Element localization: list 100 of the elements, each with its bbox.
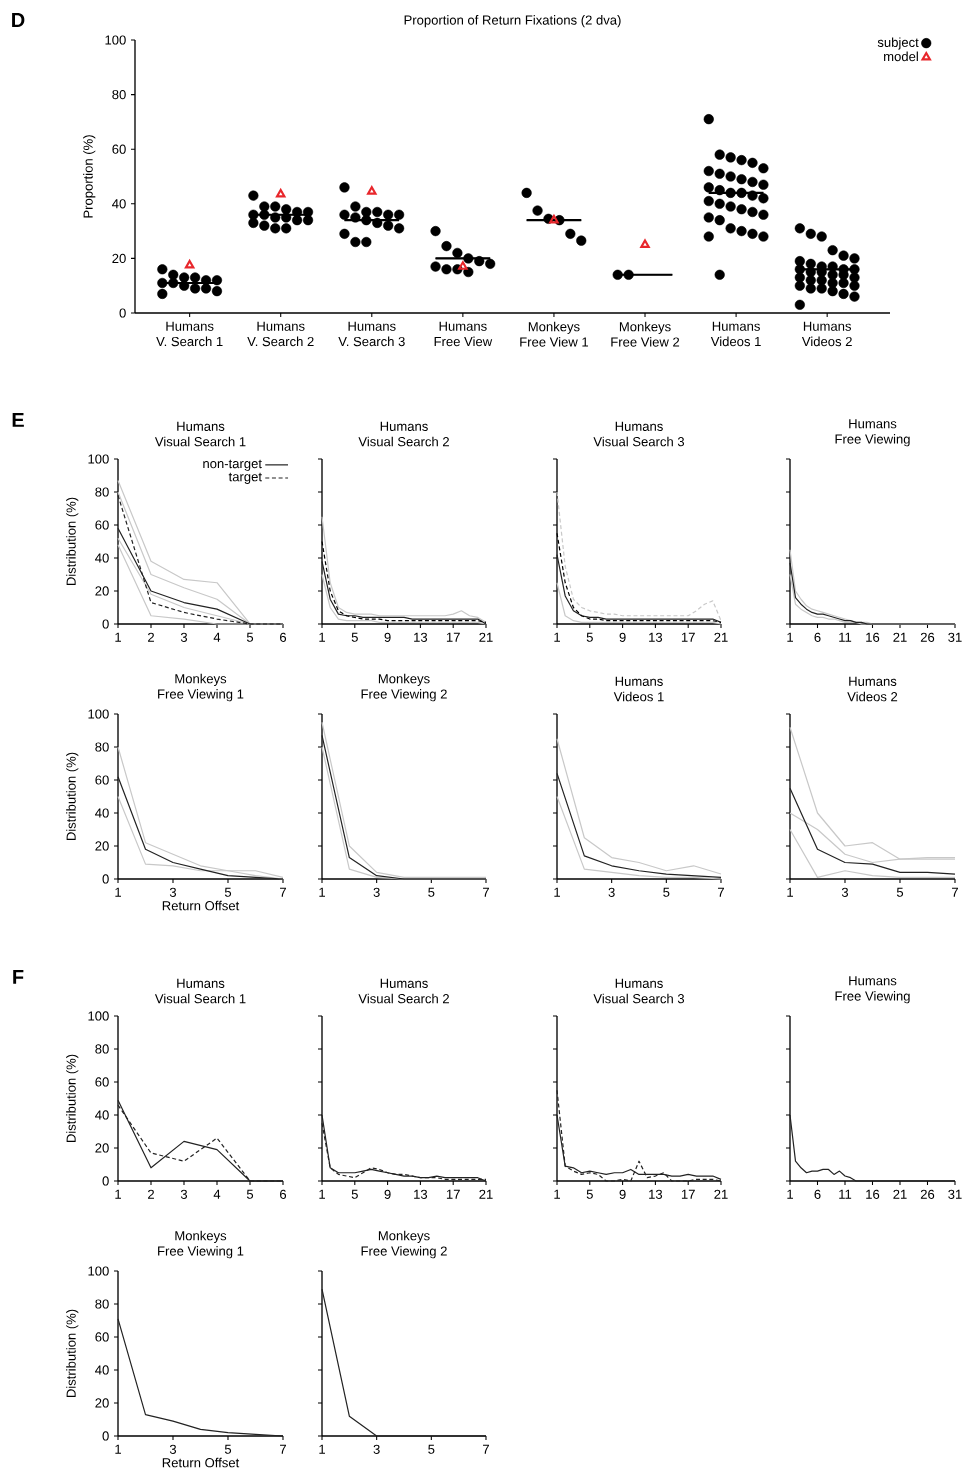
x-tick-label: 7 — [952, 887, 958, 897]
x-tick-label: Humans Free View — [434, 321, 493, 347]
y-tick-label: 60 — [95, 1077, 109, 1087]
x-tick-label: 1 — [554, 1189, 560, 1199]
x-tick-label: 4 — [213, 1189, 221, 1199]
y-tick-label: 40 — [112, 199, 126, 209]
x-tick-label: 6 — [280, 1189, 287, 1199]
x-tick-label: 5 — [428, 887, 435, 897]
y-tick-label: 40 — [95, 1110, 109, 1120]
chart-title: Humans Visual Search 1 — [154, 421, 246, 447]
x-tick-label: 3 — [373, 1444, 380, 1454]
y-tick-label: 0 — [102, 619, 109, 629]
x-tick-label: 1 — [319, 887, 325, 897]
x-axis-title: Return Offset — [162, 1457, 240, 1468]
y-tick-label: 80 — [95, 742, 109, 752]
chart-title: Monkeys Free Viewing 1 — [158, 673, 244, 702]
x-tick-label: 1 — [115, 1189, 121, 1199]
y-tick-label: 60 — [112, 144, 126, 154]
y-axis-title: Distribution (%) — [66, 752, 79, 841]
x-tick-label: 7 — [483, 887, 489, 897]
x-tick-label: 9 — [384, 1189, 391, 1199]
x-tick-label: 17 — [446, 632, 460, 642]
x-tick-label: 21 — [479, 632, 493, 642]
x-tick-label: 5 — [428, 1444, 435, 1454]
y-tick-label: 20 — [95, 1398, 109, 1408]
x-tick-label: 1 — [115, 887, 121, 897]
y-tick-label: 80 — [95, 487, 109, 497]
x-tick-label: 5 — [224, 1444, 232, 1454]
y-axis-title: Distribution (%) — [66, 1054, 79, 1143]
y-tick-label: 80 — [95, 1044, 109, 1054]
y-tick-label: 0 — [102, 1431, 109, 1441]
y-tick-label: 40 — [95, 553, 109, 563]
x-tick-label: 7 — [718, 887, 724, 897]
x-tick-label: 3 — [841, 887, 849, 897]
chart-title: Humans Visual Search 3 — [593, 421, 685, 447]
x-tick-label: 13 — [649, 1189, 663, 1199]
chart-title: Humans Visual Search 2 — [358, 421, 449, 447]
chart-title: Monkeys Free Viewing 1 — [158, 1230, 244, 1259]
x-tick-label: 9 — [384, 632, 391, 642]
x-tick-label: 1 — [115, 632, 121, 642]
x-tick-label: 13 — [414, 1189, 428, 1199]
x-tick-label: 13 — [649, 632, 663, 642]
x-tick-label: 3 — [180, 1189, 188, 1199]
x-tick-label: 6 — [814, 632, 821, 642]
y-tick-label: 100 — [105, 35, 126, 45]
x-tick-label: 1 — [319, 1444, 325, 1454]
chart-title: Humans Free Viewing — [835, 976, 910, 1004]
x-tick-label: 7 — [280, 887, 286, 897]
chart-title: Humans Videos 1 — [613, 676, 664, 702]
x-tick-label: 1 — [319, 1189, 325, 1199]
x-tick-label: 5 — [586, 1189, 593, 1199]
y-tick-label: 20 — [95, 1143, 109, 1153]
y-tick-label: 60 — [95, 1332, 109, 1342]
x-tick-label: 6 — [814, 1189, 821, 1199]
x-tick-label: 5 — [896, 887, 904, 897]
y-tick-label: 0 — [102, 1176, 109, 1186]
x-tick-label: 16 — [866, 632, 880, 642]
legend-label: target — [228, 472, 262, 484]
x-tick-label: 5 — [246, 1189, 254, 1199]
x-tick-label: 1 — [554, 632, 560, 642]
x-tick-label: 31 — [948, 632, 962, 642]
x-tick-label: 5 — [246, 632, 254, 642]
x-tick-label: 5 — [351, 1189, 358, 1199]
x-tick-label: 6 — [280, 632, 287, 642]
y-tick-label: 60 — [95, 520, 109, 530]
chart-title: Humans Visual Search 1 — [154, 978, 246, 1004]
y-tick-label: 40 — [95, 1365, 109, 1375]
x-tick-label: 5 — [224, 887, 232, 897]
y-tick-label: 100 — [88, 1266, 109, 1276]
x-tick-label: 3 — [169, 887, 177, 897]
legend-label: model — [884, 51, 918, 62]
x-tick-label: 13 — [414, 632, 428, 642]
x-tick-label: Humans Videos 1 — [710, 321, 761, 347]
text: D — [12, 13, 25, 27]
x-tick-label: 17 — [681, 1189, 695, 1199]
x-tick-label: 1 — [115, 1444, 121, 1454]
x-axis-title: Return Offset — [162, 900, 240, 911]
legend-label: subject — [877, 37, 919, 50]
y-tick-label: 0 — [119, 308, 126, 318]
x-tick-label: 26 — [920, 632, 935, 642]
x-tick-label: 1 — [787, 632, 793, 642]
y-axis-title: Proportion (%) — [83, 135, 96, 218]
y-tick-label: 20 — [95, 586, 109, 596]
chart-title: Humans Free Viewing — [835, 419, 910, 447]
x-tick-label: 11 — [839, 1189, 852, 1199]
chart-title: Monkeys Free Viewing 2 — [361, 673, 447, 702]
x-tick-label: Humans V. Search 1 — [156, 321, 223, 347]
chart-title: Humans Visual Search 2 — [358, 978, 449, 1004]
x-tick-label: 7 — [483, 1444, 489, 1454]
chart-title: Monkeys Free Viewing 2 — [361, 1230, 447, 1259]
x-tick-label: 3 — [608, 887, 615, 897]
chart-title: Humans Videos 2 — [847, 676, 898, 702]
x-tick-label: 1 — [787, 1189, 793, 1199]
x-tick-label: Humans V. Search 2 — [247, 321, 314, 347]
x-tick-label: 4 — [213, 632, 221, 642]
x-tick-label: 2 — [148, 1189, 154, 1199]
chart-title: Humans Visual Search 3 — [593, 978, 685, 1004]
text: F — [13, 970, 24, 984]
x-tick-label: Humans V. Search 3 — [338, 321, 405, 347]
x-tick-label: 1 — [319, 632, 325, 642]
